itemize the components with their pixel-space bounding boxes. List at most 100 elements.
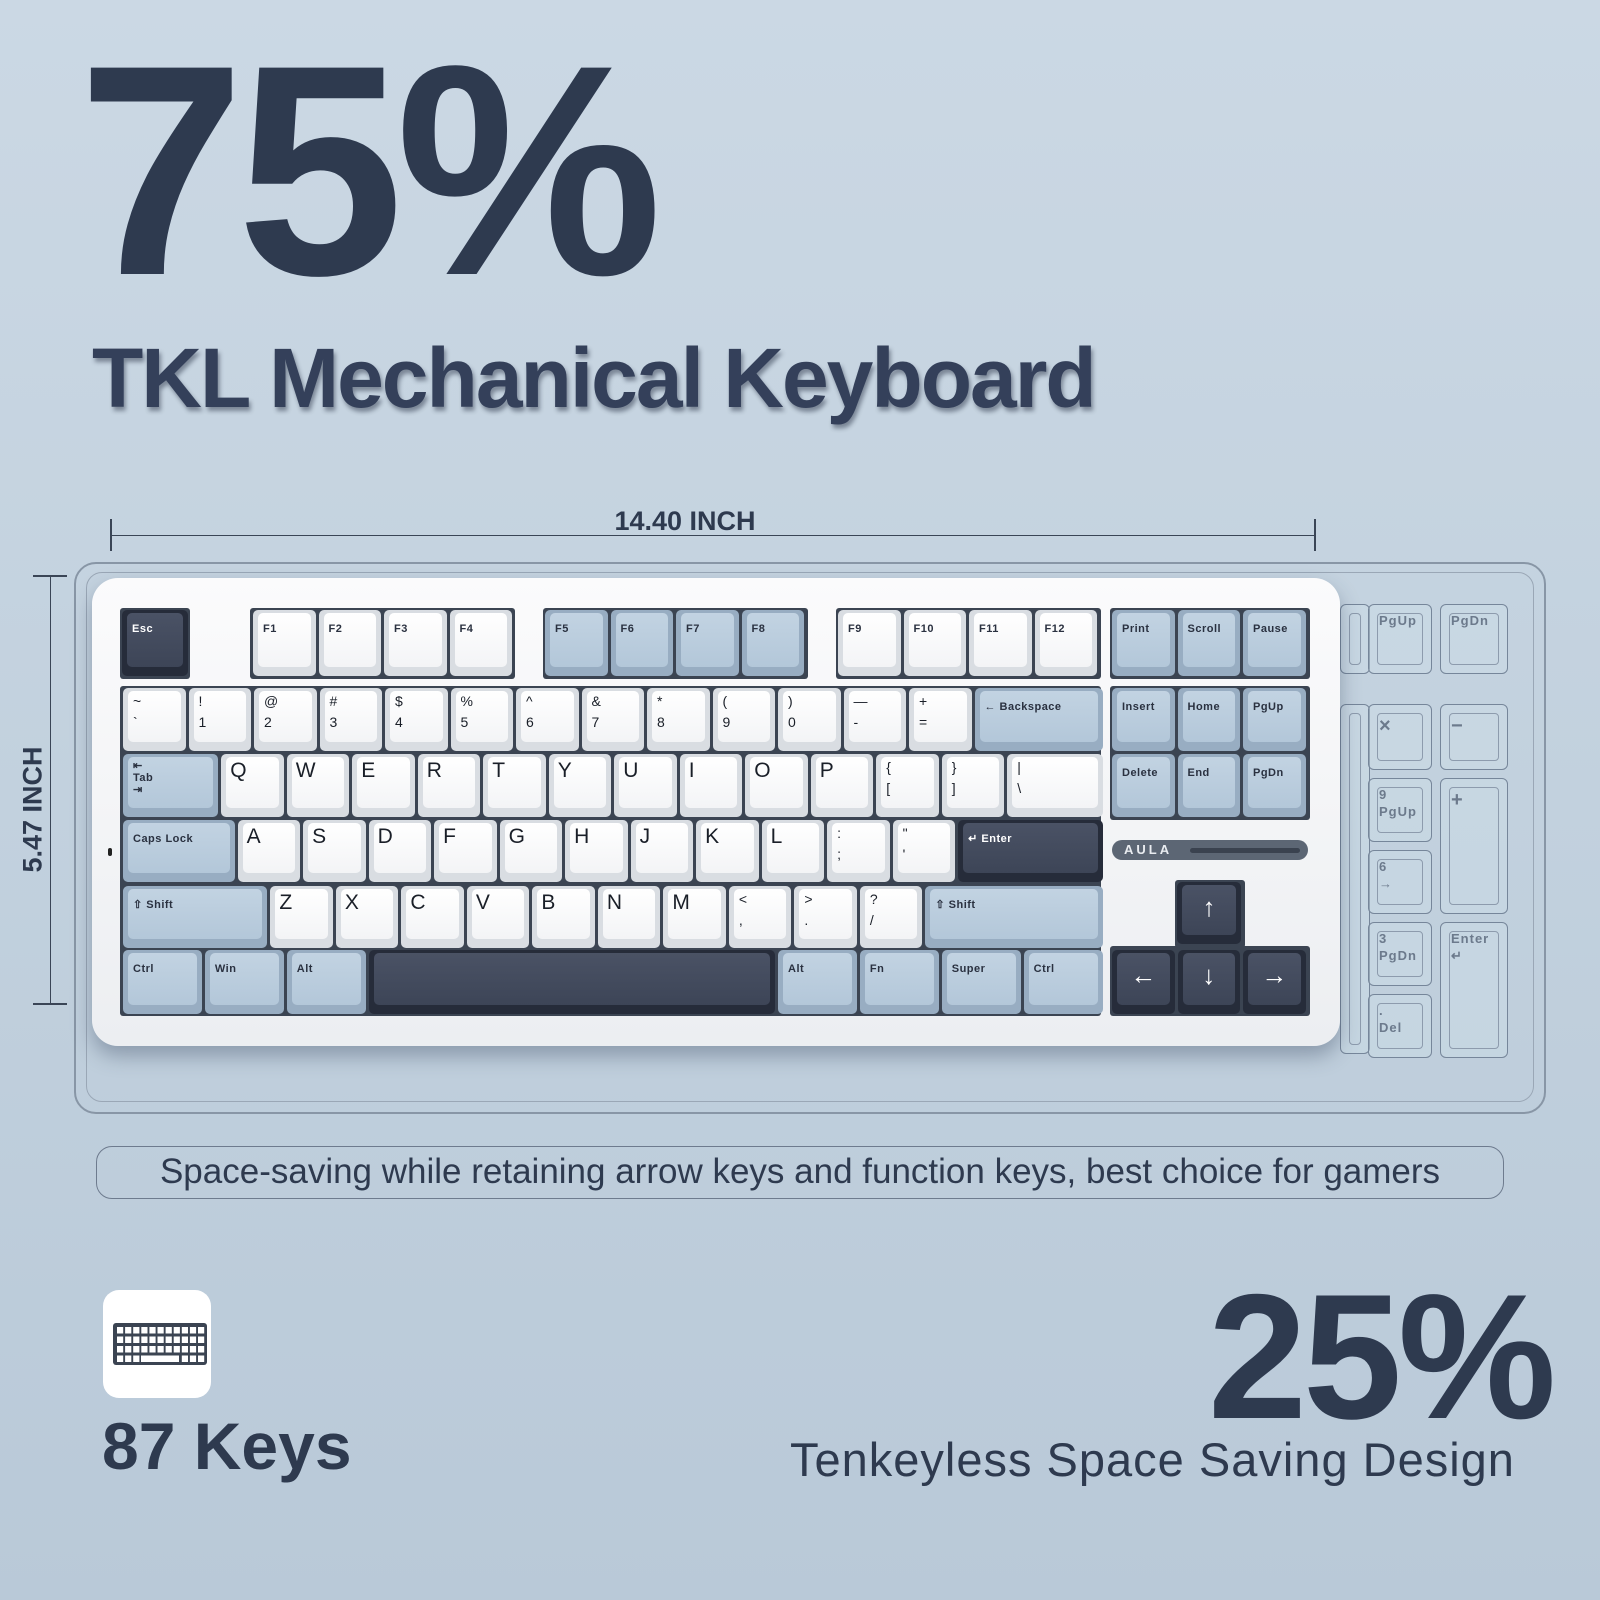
key-[interactable]: | \ — [1007, 754, 1103, 817]
key-y[interactable]: Y — [548, 754, 612, 817]
key-[interactable]: #3 — [319, 688, 382, 751]
key-[interactable]: <, — [728, 886, 792, 948]
keycap-top — [324, 691, 377, 742]
keycap-top — [783, 691, 836, 742]
key-z[interactable]: Z — [270, 886, 333, 948]
key-pgup[interactable]: PgUp — [1243, 688, 1306, 751]
key-[interactable]: @2 — [254, 688, 317, 751]
key-b[interactable]: B — [532, 886, 595, 948]
key-g[interactable]: G — [499, 820, 563, 882]
key-label: H — [574, 825, 590, 848]
key-f1[interactable]: F1 — [253, 610, 316, 676]
key-r[interactable]: R — [417, 754, 481, 817]
key-f6[interactable]: F6 — [610, 610, 673, 676]
key-[interactable]: :; — [827, 820, 890, 882]
key-f7[interactable]: F7 — [676, 610, 739, 676]
key-[interactable]: ! 1 — [188, 688, 251, 751]
key-f5[interactable]: F5 — [545, 610, 608, 676]
key-alt[interactable]: Alt — [778, 950, 857, 1014]
key-space[interactable] — [368, 950, 775, 1014]
key-[interactable]: + = — [909, 688, 972, 751]
key-caps-lock[interactable]: Caps Lock — [123, 820, 235, 882]
key-[interactable]: ↓ — [1177, 950, 1240, 1014]
key-[interactable]: ← — [1112, 950, 1175, 1014]
key-f4[interactable]: F4 — [449, 610, 512, 676]
key-pause[interactable]: Pause — [1243, 610, 1306, 676]
key-j[interactable]: J — [630, 820, 694, 882]
key-i[interactable]: I — [679, 754, 743, 817]
key-[interactable]: " ' — [892, 820, 956, 882]
key-u[interactable]: U — [614, 754, 677, 817]
key-t[interactable]: T — [483, 754, 546, 817]
key-f[interactable]: F — [434, 820, 497, 882]
keycap-top — [389, 613, 442, 667]
key-d[interactable]: D — [368, 820, 432, 882]
key-[interactable]: ^ 6 — [516, 688, 579, 751]
key-fn[interactable]: Fn — [859, 950, 939, 1014]
key-l[interactable]: L — [761, 820, 825, 882]
key-home[interactable]: Home — [1177, 688, 1240, 751]
key-label: F12 — [1044, 623, 1065, 635]
key-label: ⇧ Shift — [133, 899, 174, 911]
key-ctrl[interactable]: Ctrl — [123, 950, 202, 1014]
key-tab[interactable]: ⇤ Tab ⇥ — [123, 754, 219, 817]
key-[interactable]: → — [1243, 950, 1306, 1014]
key-f12[interactable]: F12 — [1034, 610, 1097, 676]
key-[interactable]: — - — [843, 688, 906, 751]
key-f10[interactable]: F10 — [903, 610, 966, 676]
key-end[interactable]: End — [1177, 754, 1240, 817]
key-super[interactable]: Super — [941, 950, 1021, 1014]
key-shift[interactable]: ⇧ Shift — [925, 886, 1103, 948]
key-[interactable]: ? / — [859, 886, 923, 948]
key-[interactable]: ↑ — [1177, 882, 1241, 944]
key-o[interactable]: O — [745, 754, 808, 817]
key-delete[interactable]: Delete — [1112, 754, 1175, 817]
key-[interactable]: & 7 — [581, 688, 644, 751]
brand-logo: AULA — [1124, 842, 1173, 857]
key-sub-label: ; — [837, 846, 842, 862]
key-c[interactable]: C — [401, 886, 464, 948]
key-win[interactable]: Win — [204, 950, 284, 1014]
key-k[interactable]: K — [696, 820, 759, 882]
key-m[interactable]: M — [663, 886, 726, 948]
key-ctrl[interactable]: Ctrl — [1023, 950, 1103, 1014]
key-p[interactable]: P — [810, 754, 874, 817]
key-print[interactable]: Print — [1112, 610, 1175, 676]
key-label: } — [951, 759, 957, 775]
key-label: # — [329, 693, 338, 709]
key-f3[interactable]: F3 — [384, 610, 447, 676]
key-w[interactable]: W — [286, 754, 350, 817]
key-s[interactable]: S — [303, 820, 366, 882]
key-scroll[interactable]: Scroll — [1177, 610, 1240, 676]
key-a[interactable]: A — [237, 820, 301, 882]
key-insert[interactable]: Insert — [1112, 688, 1175, 751]
key-f11[interactable]: F11 — [969, 610, 1032, 676]
key-[interactable]: }] — [941, 754, 1005, 817]
key-q[interactable]: Q — [221, 754, 284, 817]
key-[interactable]: (9 — [712, 688, 775, 751]
key-[interactable]: >. — [794, 886, 857, 948]
key-f2[interactable]: F2 — [318, 610, 381, 676]
key-[interactable]: % 5 — [450, 688, 513, 751]
key-[interactable]: $4 — [385, 688, 448, 751]
key-h[interactable]: H — [565, 820, 628, 882]
key-label: F8 — [751, 623, 766, 635]
key-f9[interactable]: F9 — [838, 610, 901, 676]
key-n[interactable]: N — [597, 886, 661, 948]
key-e[interactable]: E — [352, 754, 415, 817]
key-label: | — [1017, 759, 1021, 775]
key-v[interactable]: V — [466, 886, 530, 948]
key-pgdn[interactable]: PgDn — [1243, 754, 1306, 817]
key-esc[interactable]: Esc — [122, 610, 188, 676]
key-backspace[interactable]: ← Backspace — [974, 688, 1103, 751]
key-label: Alt — [788, 963, 805, 975]
key-[interactable]: {[ — [876, 754, 939, 817]
key-alt[interactable]: Alt — [286, 950, 366, 1014]
key-f8[interactable]: F8 — [741, 610, 804, 676]
key-x[interactable]: X — [335, 886, 399, 948]
key-enter[interactable]: ↵ Enter — [958, 820, 1103, 882]
key-[interactable]: * 8 — [647, 688, 710, 751]
key-[interactable]: ) 0 — [778, 688, 841, 751]
key-shift[interactable]: ⇧ Shift — [123, 886, 268, 948]
key-[interactable]: ~ ` — [123, 688, 186, 751]
